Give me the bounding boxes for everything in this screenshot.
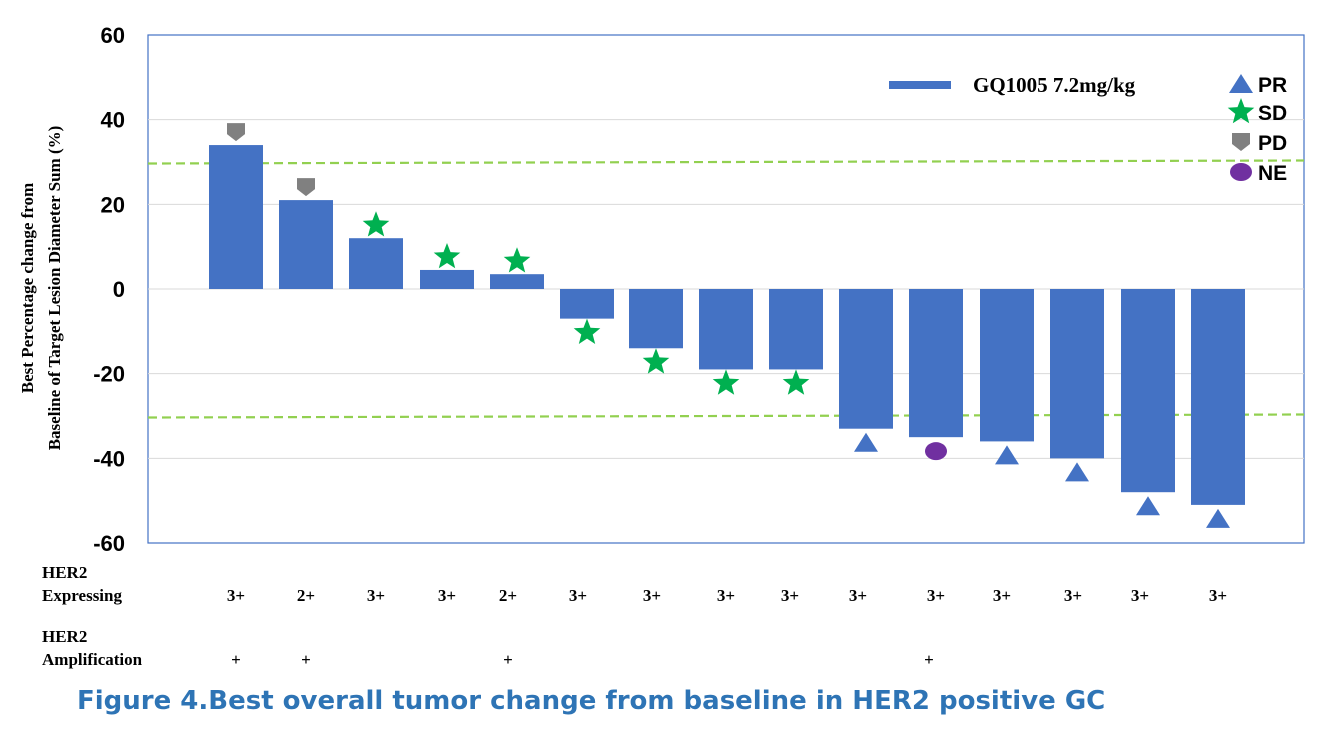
legend-marker-pd [1232,133,1250,151]
her2-expressing-value: 3+ [781,586,799,605]
series-legend: GQ1005 7.2mg/kg [889,73,1136,97]
her2-expressing-value: 3+ [849,586,867,605]
bar [490,274,544,289]
her2-expressing-value: 3+ [927,586,945,605]
response-marker-pr [995,445,1019,465]
response-marker-sd [503,247,531,273]
series-legend-label: GQ1005 7.2mg/kg [973,73,1136,97]
her2-expressing-value: 2+ [297,586,315,605]
bar [629,289,683,349]
legend-label-sd: SD [1258,102,1287,125]
y-tick-label: 20 [101,192,125,217]
figure-caption: Figure 4.Best overall tumor change from … [77,686,1106,716]
response-markers [227,123,1230,528]
her2-amplification-value: + [301,650,311,669]
her2-expressing-values: 3+ 2+ 3+ 3+ 2+ 3+ 3+ 3+ 3+ 3+ 3+ 3+ 3+ 3+ 3+ [227,586,1227,605]
legend-label-pr: PR [1258,74,1287,97]
bar [1121,289,1175,493]
y-tick-label: 0 [113,277,125,302]
response-marker-sd [433,243,461,269]
her2-amplification-value: + [503,650,513,669]
her2-amplification-value: + [924,650,934,669]
legend-marker-sd [1227,98,1255,124]
her2-expressing-value: 3+ [569,586,587,605]
waterfall-chart: 60 40 20 0 -20 -40 -60 Best Percentage change … [18,23,1305,669]
y-tick-labels: 60 40 20 0 -20 -40 -60 [93,23,125,556]
y-axis-label-line2: Baseline of Target Lesion Diameter Sum (… [45,126,64,451]
reference-lines [147,159,1305,419]
response-marker-sd [642,348,670,374]
bar [839,289,893,429]
her2-amplification-value: + [231,650,241,669]
her2-expressing-value: 3+ [367,586,385,605]
her2-expressing-label-line1: HER2 [42,563,87,582]
her2-expressing-value: 3+ [1131,586,1149,605]
bar [769,289,823,370]
bars [209,145,1245,505]
her2-amplification-values: + + + + [231,650,934,669]
response-marker-sd [362,211,390,237]
her2-expressing-value: 3+ [1209,586,1227,605]
y-tick-label: -20 [93,362,125,387]
response-marker-pr [1065,462,1089,482]
her2-expressing-value: 3+ [643,586,661,605]
her2-expressing-value: 3+ [438,586,456,605]
her2-expressing-value: 3+ [227,586,245,605]
bar [1191,289,1245,505]
y-tick-label: -40 [93,446,125,471]
legend-label-pd: PD [1258,132,1287,155]
bar [699,289,753,370]
response-marker-pd [227,123,245,142]
response-marker-sd [573,318,601,344]
bar [349,238,403,289]
response-marker-sd [712,369,740,395]
her2-expressing-value: 3+ [1064,586,1082,605]
her2-expressing-value: 3+ [993,586,1011,605]
response-marker-pr [854,432,878,452]
bar [420,269,474,289]
response-marker-pr [1136,496,1160,516]
y-axis-label-line1: Best Percentage change from [18,183,37,393]
bar [560,289,614,319]
reference-line [147,159,1305,165]
series-legend-swatch [889,81,951,89]
her2-expressing-label-line2: Expressing [42,586,122,605]
bar [209,145,263,289]
her2-amplification-label-line2: Amplification [42,650,143,669]
her2-amplification-label-line1: HER2 [42,627,87,646]
y-tick-label: -60 [93,531,125,556]
bar [909,289,963,438]
y-tick-label: 60 [101,23,125,48]
response-marker-ne [925,442,947,461]
legend-marker-ne [1230,163,1252,181]
reference-line [147,413,1305,419]
bar [279,200,333,289]
bar [980,289,1034,442]
legend-marker-pr [1229,74,1253,93]
response-marker-pr [1206,508,1230,528]
her2-expressing-value: 3+ [717,586,735,605]
response-marker-sd [782,369,810,395]
response-legend: PR SD PD NE [1227,74,1287,185]
legend-label-ne: NE [1258,162,1287,185]
y-tick-label: 40 [101,108,125,133]
gridlines [148,119,1304,459]
bar [1050,289,1104,459]
response-marker-pd [297,178,315,197]
her2-expressing-value: 2+ [499,586,517,605]
